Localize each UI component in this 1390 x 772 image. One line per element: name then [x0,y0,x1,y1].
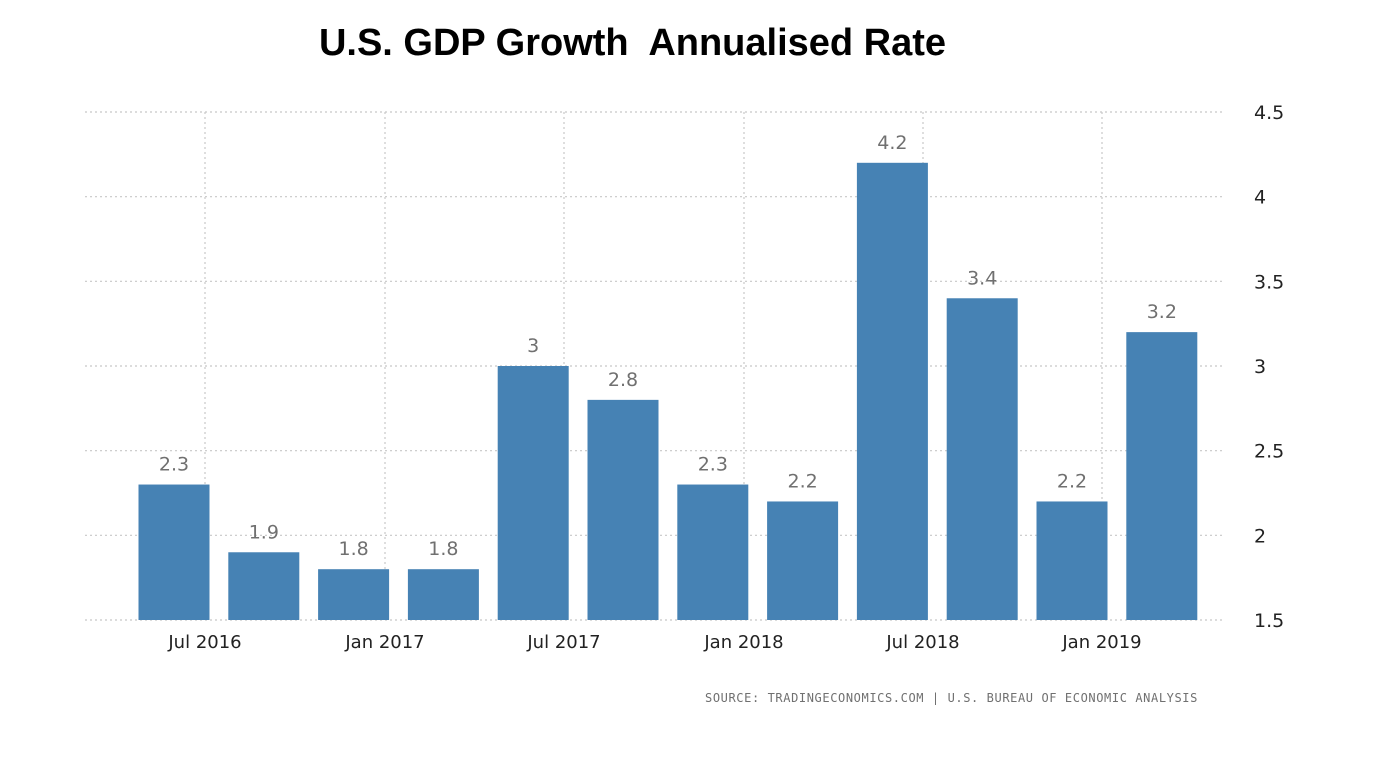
bar-value-label: 2.3 [159,454,189,476]
y-tick-label: 1.5 [1254,610,1284,632]
bar-value-label: 3.4 [967,267,997,289]
y-tick-label: 4 [1254,187,1266,209]
bar [856,162,928,621]
bar-value-label: 2.2 [1057,470,1087,492]
x-tick-label: Jan 2017 [344,632,424,653]
bar-value-label: 3 [527,335,539,357]
bar-value-label: 1.8 [338,538,368,560]
bar [587,399,659,620]
x-tick-label: Jan 2018 [703,632,783,653]
x-tick-label: Jan 2019 [1061,632,1141,653]
y-axis-tick-labels: 1.5 2 2.5 3 3.5 4 4.5 [1254,102,1284,632]
value-labels: 2.3 1.9 1.8 1.8 3 2.8 2.3 2.2 4.2 3.4 2.2 3.2 [159,132,1177,560]
x-axis-tick-labels: Jul 2016 Jan 2017 Jul 2017 Jan 2018 Jul 2018… [167,632,1141,653]
bar-value-label: 2.3 [698,454,728,476]
bar [407,569,479,620]
bar [318,569,390,620]
bar [767,501,839,620]
bar-value-label: 2.8 [608,369,638,391]
bar-value-label: 1.9 [249,521,279,543]
y-tick-label: 3 [1254,356,1266,378]
bar-value-label: 2.2 [787,470,817,492]
y-tick-label: 3.5 [1254,271,1284,293]
bar-value-label: 3.2 [1147,301,1177,323]
bar-value-label: 4.2 [877,132,907,154]
bar-value-label: 1.8 [428,538,458,560]
bars [138,162,1198,621]
bar [677,484,749,620]
y-tick-label: 4.5 [1254,102,1284,124]
y-tick-label: 2 [1254,525,1266,547]
x-tick-label: Jul 2016 [167,632,241,653]
source-note: SOURCE: TRADINGECONOMICS.COM | U.S. BURE… [705,691,1198,705]
x-tick-label: Jul 2017 [526,632,600,653]
bar [138,484,210,620]
bar [497,366,569,620]
y-tick-label: 2.5 [1254,441,1284,463]
bar [946,298,1018,620]
bar [1036,501,1108,620]
x-tick-label: Jul 2018 [885,632,959,653]
bar [228,552,300,620]
bar [1126,332,1198,620]
chart-title: U.S. GDP Growth Annualised Rate [318,22,947,64]
